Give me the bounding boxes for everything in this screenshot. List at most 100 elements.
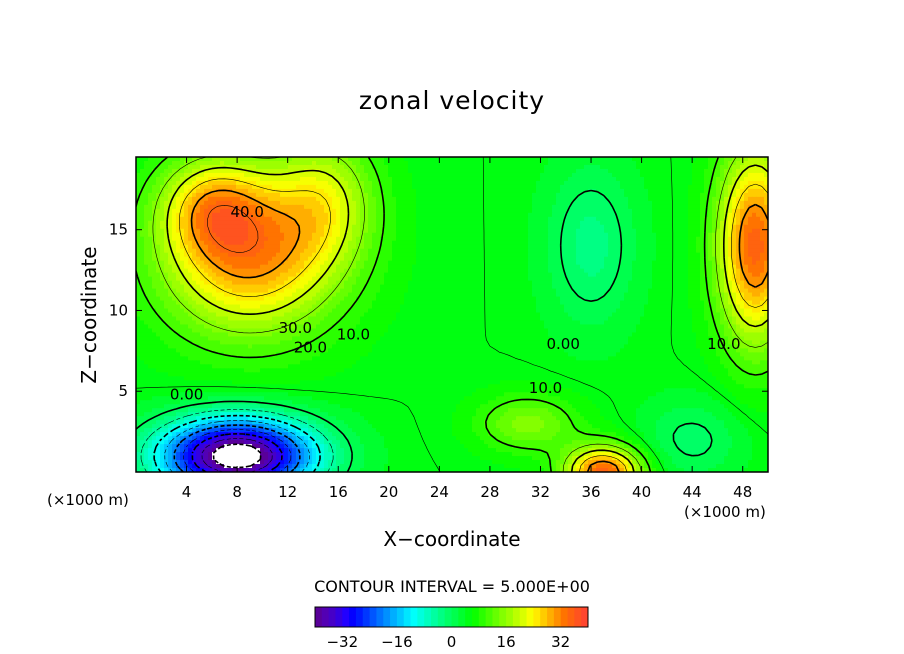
field-cell xyxy=(756,188,761,194)
field-cell xyxy=(588,160,593,166)
field-cell xyxy=(228,212,233,218)
field-cell xyxy=(208,232,213,238)
field-cell xyxy=(168,228,173,234)
field-cell xyxy=(316,157,321,162)
field-cell xyxy=(512,188,517,194)
field-cell xyxy=(364,228,369,234)
field-cell xyxy=(320,244,325,250)
field-cell xyxy=(496,280,501,286)
field-cell xyxy=(664,224,669,230)
field-cell xyxy=(628,268,633,274)
field-cell xyxy=(416,224,421,230)
field-cell xyxy=(316,220,321,226)
field-cell xyxy=(688,276,693,282)
field-cell xyxy=(220,168,225,174)
field-cell xyxy=(508,260,513,266)
field-cell xyxy=(284,276,289,282)
field-cell xyxy=(400,240,405,246)
field-cell xyxy=(660,276,665,282)
field-cell xyxy=(228,280,233,286)
field-cell xyxy=(656,232,661,238)
field-cell xyxy=(156,176,161,182)
field-cell xyxy=(700,212,705,218)
field-cell xyxy=(176,164,181,170)
field-cell xyxy=(236,280,241,286)
field-cell xyxy=(524,220,529,226)
field-cell xyxy=(536,192,541,198)
field-cell xyxy=(752,268,757,274)
field-cell xyxy=(464,276,469,282)
field-cell xyxy=(404,176,409,182)
field-cell xyxy=(716,276,721,282)
field-cell xyxy=(444,196,449,202)
field-cell xyxy=(648,208,653,214)
field-cell xyxy=(756,248,761,254)
field-cell xyxy=(160,216,165,222)
field-cell xyxy=(188,208,193,214)
field-cell xyxy=(664,212,669,218)
field-cell xyxy=(444,252,449,258)
field-cell xyxy=(376,200,381,206)
field-cell xyxy=(176,276,181,282)
field-cell xyxy=(572,204,577,210)
field-cell xyxy=(492,252,497,258)
field-cell xyxy=(656,180,661,186)
field-cell xyxy=(712,216,717,222)
field-cell xyxy=(152,192,157,198)
field-cell xyxy=(492,204,497,210)
field-cell xyxy=(408,268,413,274)
field-cell xyxy=(688,176,693,182)
field-cell xyxy=(224,264,229,270)
field-cell xyxy=(432,172,437,178)
field-cell xyxy=(644,212,649,218)
field-cell xyxy=(756,228,761,234)
field-cell xyxy=(384,180,389,186)
field-cell xyxy=(136,204,141,210)
field-cell xyxy=(552,220,557,226)
field-cell xyxy=(424,220,429,226)
field-cell xyxy=(212,252,217,258)
field-cell xyxy=(508,157,513,162)
field-cell xyxy=(728,188,733,194)
field-cell xyxy=(720,252,725,258)
field-cell xyxy=(256,180,261,186)
field-cell xyxy=(504,264,509,270)
field-cell xyxy=(508,204,513,210)
field-cell xyxy=(268,160,273,166)
field-cell xyxy=(696,168,701,174)
field-cell xyxy=(240,200,245,206)
field-cell xyxy=(492,216,497,222)
field-cell xyxy=(168,232,173,238)
field-cell xyxy=(592,180,597,186)
field-cell xyxy=(316,208,321,214)
field-cell xyxy=(148,224,153,230)
field-cell xyxy=(568,160,573,166)
field-cell xyxy=(500,168,505,174)
field-cell xyxy=(628,212,633,218)
field-cell xyxy=(240,252,245,258)
field-cell xyxy=(304,244,309,250)
field-cell xyxy=(316,192,321,198)
field-cell xyxy=(540,192,545,198)
field-cell xyxy=(676,220,681,226)
field-cell xyxy=(536,256,541,262)
field-cell xyxy=(624,272,629,278)
field-cell xyxy=(592,276,597,282)
field-cell xyxy=(248,248,253,254)
field-cell xyxy=(480,180,485,186)
field-cell xyxy=(436,200,441,206)
field-cell xyxy=(260,172,265,178)
field-cell xyxy=(592,260,597,266)
field-cell xyxy=(508,248,513,254)
field-cell xyxy=(520,192,525,198)
field-cell xyxy=(528,208,533,214)
field-cell xyxy=(744,157,749,162)
field-cell xyxy=(388,216,393,222)
field-cell xyxy=(192,212,197,218)
field-cell xyxy=(256,220,261,226)
field-cell xyxy=(336,276,341,282)
field-cell xyxy=(304,228,309,234)
field-cell xyxy=(468,244,473,250)
field-cell xyxy=(616,248,621,254)
field-cell xyxy=(440,168,445,174)
